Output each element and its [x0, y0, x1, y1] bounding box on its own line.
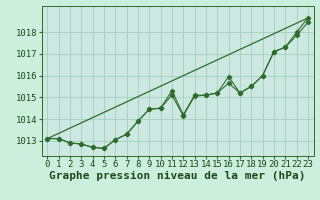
X-axis label: Graphe pression niveau de la mer (hPa): Graphe pression niveau de la mer (hPa) — [49, 171, 306, 181]
